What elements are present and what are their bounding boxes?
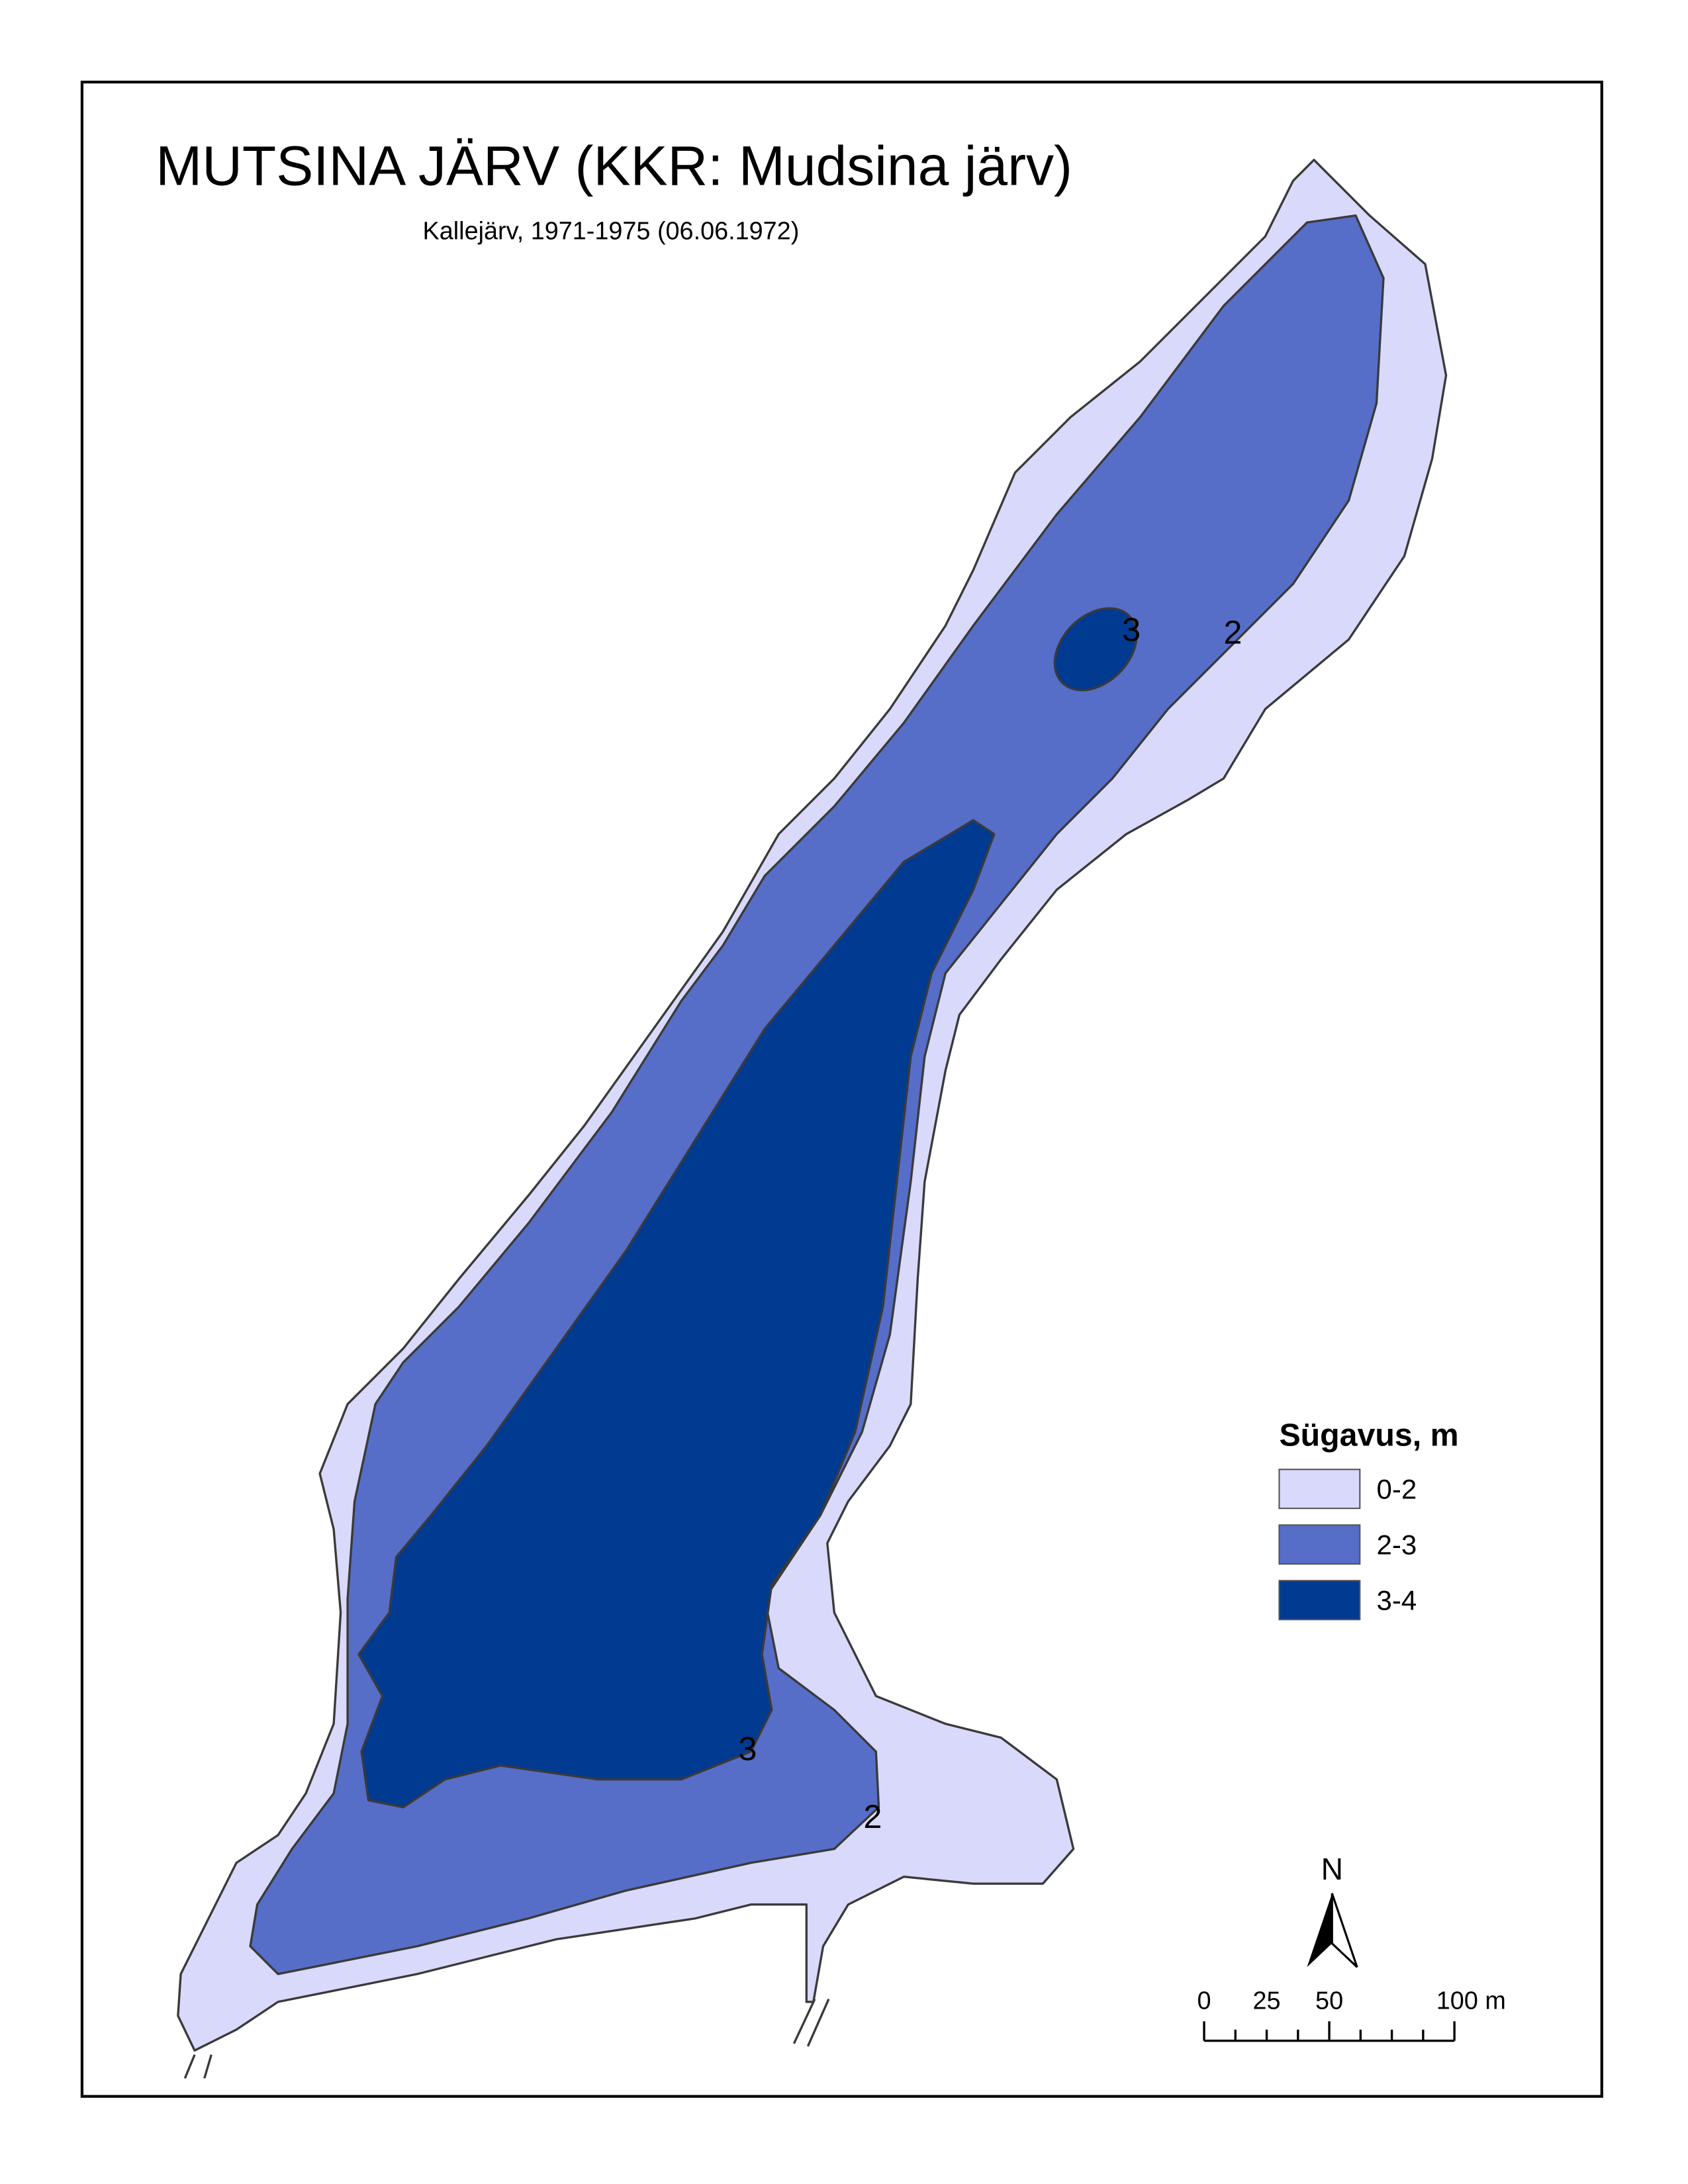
contour-label: 2 [863,1797,882,1835]
depth-zone [357,819,996,1809]
depth-zone [1053,607,1138,692]
north-label: N [1321,1852,1343,1886]
outlet [183,2054,196,2079]
contour-label: 3 [738,1729,757,1767]
legend-label: 2-3 [1376,1529,1417,1560]
outlet [203,2054,212,2079]
outlet [806,1998,830,2047]
legend-swatch [1278,1469,1361,1510]
legend-swatch [1278,1580,1361,1621]
outlet [792,1998,816,2044]
north-arrow [1331,1893,1358,1968]
map-subtitle: Kallejärv, 1971-1975 (06.06.1972) [423,217,800,245]
scale-label: 100 m [1436,1987,1506,2015]
legend-label: 3-4 [1376,1584,1417,1615]
contour-label: 2 [1223,614,1242,651]
contour-label: 3 [1122,610,1141,648]
scale-label: 0 [1197,1987,1211,2015]
legend-swatch [1278,1524,1361,1565]
north-arrow [1307,1893,1333,1968]
legend-label: 0-2 [1376,1473,1417,1504]
legend: 0-2 2-3 3-4 [1278,1469,1417,1621]
scale-label: 25 [1253,1987,1281,2015]
map-title: MUTSINA JÄRV (KKR: Mudsina järv) [156,134,1072,197]
legend-title: Sügavus, m [1279,1418,1458,1453]
scale-label: 50 [1315,1987,1343,2015]
scale-bar [1203,2021,1456,2042]
